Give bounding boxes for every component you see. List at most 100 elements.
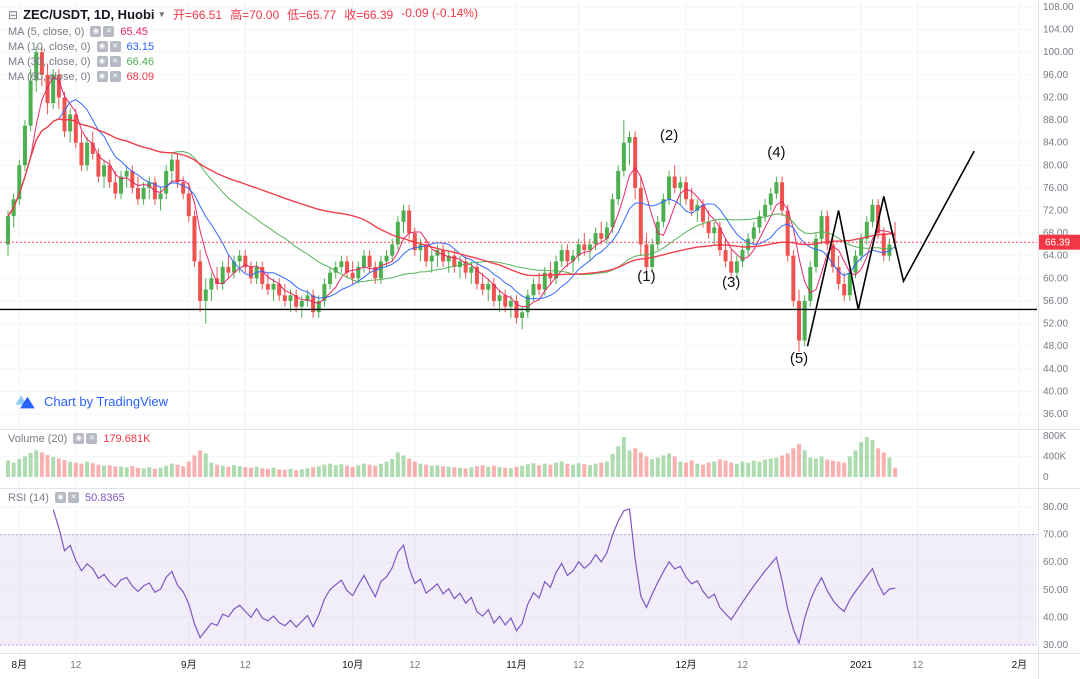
svg-text:30.00: 30.00	[1043, 640, 1068, 651]
last-price-label: 66.39	[1039, 234, 1080, 250]
svg-text:76.00: 76.00	[1043, 183, 1068, 194]
svg-text:68.00: 68.00	[1043, 228, 1068, 239]
svg-text:12月: 12月	[675, 659, 696, 671]
price-axis-area[interactable]	[1038, 0, 1080, 679]
svg-text:100.00: 100.00	[1043, 47, 1074, 58]
price-scale[interactable]: 108.00 104.00 100.00 96.00 92.00 88.00 84.00 80…	[1043, 2, 1074, 651]
remove-icon[interactable]: ✕	[109, 71, 121, 82]
indicator-controls: ◉ ✕	[96, 41, 121, 52]
ma30-legend-row: MA (30, close, 0) ◉ ✕ 66.46	[8, 54, 478, 69]
svg-text:60.00: 60.00	[1043, 557, 1068, 568]
rsi-line	[52, 508, 896, 645]
ma30-label[interactable]: MA (30, close, 0)	[8, 55, 91, 68]
remove-icon[interactable]: ✕	[67, 492, 79, 503]
ma10-label[interactable]: MA (10, close, 0)	[8, 40, 91, 53]
svg-text:11月: 11月	[506, 659, 526, 671]
ma5-value: 65.45	[120, 25, 148, 38]
indicator-controls: ◉ ✕	[96, 71, 121, 82]
rsi-pane-legend: RSI (14) ◉ ✕ 50.8365	[8, 490, 125, 505]
remove-icon[interactable]: ✕	[103, 26, 115, 37]
svg-text:50.00: 50.00	[1043, 585, 1068, 596]
svg-text:70.00: 70.00	[1043, 530, 1068, 541]
ohlc-values: 开=66.51 高=70.00 低=65.77 收=66.39 -0.09 (-…	[173, 6, 478, 23]
ma5-label[interactable]: MA (5, close, 0)	[8, 25, 85, 38]
svg-text:64.00: 64.00	[1043, 251, 1068, 262]
rsi-label[interactable]: RSI (14)	[8, 491, 49, 504]
svg-text:12: 12	[573, 660, 585, 671]
svg-text:56.00: 56.00	[1043, 296, 1068, 307]
svg-text:40.00: 40.00	[1043, 386, 1068, 397]
svg-text:108.00: 108.00	[1043, 2, 1074, 13]
tradingview-logo-icon	[15, 395, 35, 409]
volume-series	[6, 437, 898, 477]
volume-legend-row: Volume (20) ◉ ✕ 179.681K	[8, 431, 150, 446]
svg-text:10月: 10月	[342, 659, 363, 671]
remove-icon[interactable]: ✕	[109, 56, 121, 67]
svg-text:80.00: 80.00	[1043, 160, 1068, 171]
svg-text:2021: 2021	[850, 660, 873, 671]
ma60-value: 68.09	[126, 70, 155, 83]
main-pane-legend: ⊟ ZEC/USDT, 1D, Huobi ▾ 开=66.51 高=70.00 …	[8, 5, 478, 84]
ohlc-low: 低=65.77	[287, 8, 337, 22]
wave-label-(4)[interactable]: (4)	[767, 144, 785, 161]
ohlc-high: 高=70.00	[230, 8, 280, 22]
svg-text:12: 12	[409, 660, 421, 671]
visibility-icon[interactable]: ◉	[96, 56, 108, 67]
rsi-legend-row: RSI (14) ◉ ✕ 50.8365	[8, 490, 125, 505]
svg-text:44.00: 44.00	[1043, 364, 1068, 375]
svg-text:80.00: 80.00	[1043, 502, 1068, 513]
wave-label-(5)[interactable]: (5)	[790, 350, 808, 367]
symbol-title[interactable]: ZEC/USDT, 1D, Huobi	[23, 7, 155, 22]
svg-text:66.39: 66.39	[1045, 238, 1070, 249]
svg-text:12: 12	[70, 660, 82, 671]
svg-text:12: 12	[240, 660, 252, 671]
ma10-legend-row: MA (10, close, 0) ◉ ✕ 63.15	[8, 39, 478, 54]
svg-text:12: 12	[737, 660, 749, 671]
ma60-label[interactable]: MA (60, close, 0)	[8, 70, 91, 83]
chevron-down-icon[interactable]: ▾	[159, 9, 165, 19]
indicator-controls: ◉ ✕	[90, 26, 115, 37]
tradingview-watermark: Chart by TradingView	[14, 390, 168, 412]
volume-value: 179.681K	[103, 432, 151, 445]
wave-label-(1)[interactable]: (1)	[637, 268, 655, 285]
svg-text:0: 0	[1043, 472, 1049, 483]
ma60-legend-row: MA (60, close, 0) ◉ ✕ 68.09	[8, 69, 478, 84]
svg-text:72.00: 72.00	[1043, 206, 1068, 217]
svg-text:104.00: 104.00	[1043, 25, 1074, 36]
visibility-icon[interactable]: ◉	[96, 41, 108, 52]
remove-icon[interactable]: ✕	[109, 41, 121, 52]
svg-text:48.00: 48.00	[1043, 341, 1068, 352]
svg-text:84.00: 84.00	[1043, 138, 1068, 149]
svg-text:88.00: 88.00	[1043, 115, 1068, 126]
ma5-line	[7, 76, 896, 308]
trend-zigzag-drawing[interactable]	[806, 150, 975, 347]
svg-text:92.00: 92.00	[1043, 92, 1068, 103]
ma60-line	[7, 118, 896, 277]
remove-icon[interactable]: ✕	[86, 433, 98, 444]
ma30-value: 66.46	[126, 55, 155, 68]
ma10-value: 63.15	[126, 40, 155, 53]
visibility-icon[interactable]: ◉	[96, 71, 108, 82]
svg-text:96.00: 96.00	[1043, 70, 1068, 81]
ohlc-open: 开=66.51	[173, 8, 223, 22]
symbol-row: ⊟ ZEC/USDT, 1D, Huobi ▾ 开=66.51 高=70.00 …	[8, 5, 478, 24]
svg-text:800K: 800K	[1043, 431, 1067, 442]
time-scale[interactable]: 8月 12 9月 12 10月 12 11月 12 12月 12 2021 12 2月	[12, 659, 1028, 671]
series-legend-icon[interactable]: ⊟	[8, 7, 19, 22]
rsi-band	[0, 534, 1037, 645]
svg-text:40.00: 40.00	[1043, 612, 1068, 623]
visibility-icon[interactable]: ◉	[73, 433, 85, 444]
indicator-controls: ◉ ✕	[96, 56, 121, 67]
visibility-icon[interactable]: ◉	[54, 492, 66, 503]
svg-text:60.00: 60.00	[1043, 273, 1068, 284]
volume-label[interactable]: Volume (20)	[8, 432, 68, 445]
visibility-icon[interactable]: ◉	[90, 26, 102, 37]
svg-text:9月: 9月	[181, 659, 197, 671]
rsi-value: 50.8365	[84, 491, 125, 504]
wave-label-(3)[interactable]: (3)	[722, 274, 740, 291]
wave-label-(2)[interactable]: (2)	[660, 127, 678, 144]
tradingview-attribution[interactable]: Chart by TradingView	[44, 393, 169, 409]
indicator-controls: ◉ ✕	[54, 492, 79, 503]
